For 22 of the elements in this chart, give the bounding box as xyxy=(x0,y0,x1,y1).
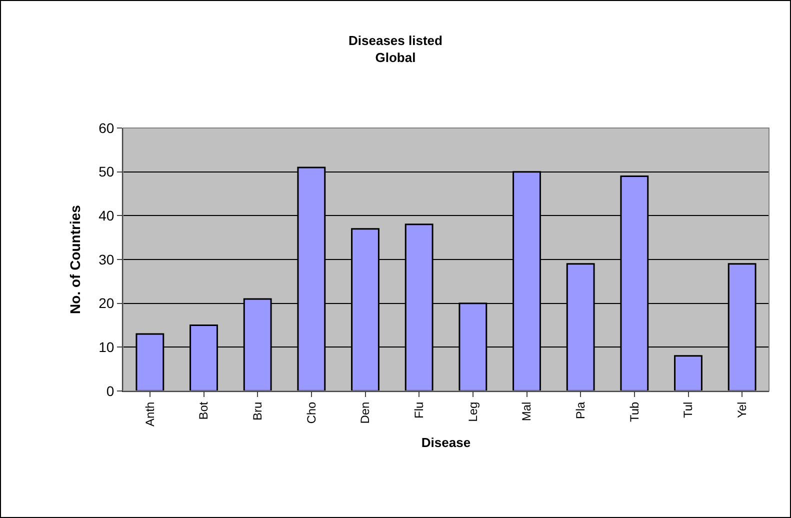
y-axis-title: No. of Countries xyxy=(67,204,84,314)
y-tick-label: 40 xyxy=(98,208,114,224)
x-tick-label: Bru xyxy=(250,402,264,420)
x-tick-label: Anth xyxy=(142,402,157,426)
x-axis-title: Disease xyxy=(421,435,471,450)
x-tick-label: Tub xyxy=(627,401,642,422)
x-tick-label: Flu xyxy=(412,402,426,418)
y-tick-label: 20 xyxy=(98,295,114,312)
x-tick-label: Mal xyxy=(520,402,534,422)
x-tick-label: Leg xyxy=(466,402,480,422)
chart-title: Diseases listed Global xyxy=(348,32,443,65)
y-tick-label: 0 xyxy=(106,382,114,399)
x-tick-label: Yel xyxy=(734,402,749,418)
x-tick-label: Bot xyxy=(196,401,211,420)
x-tick-label: Den xyxy=(358,402,372,424)
x-tick-label: Tul xyxy=(681,402,696,418)
x-tick-label: Cho xyxy=(304,401,318,424)
y-tick-label: 10 xyxy=(98,339,114,356)
y-tick-label: 50 xyxy=(98,164,114,180)
x-tick-label: Pla xyxy=(573,401,588,420)
y-tick-label: 30 xyxy=(98,251,114,268)
y-tick-label: 60 xyxy=(98,120,114,136)
